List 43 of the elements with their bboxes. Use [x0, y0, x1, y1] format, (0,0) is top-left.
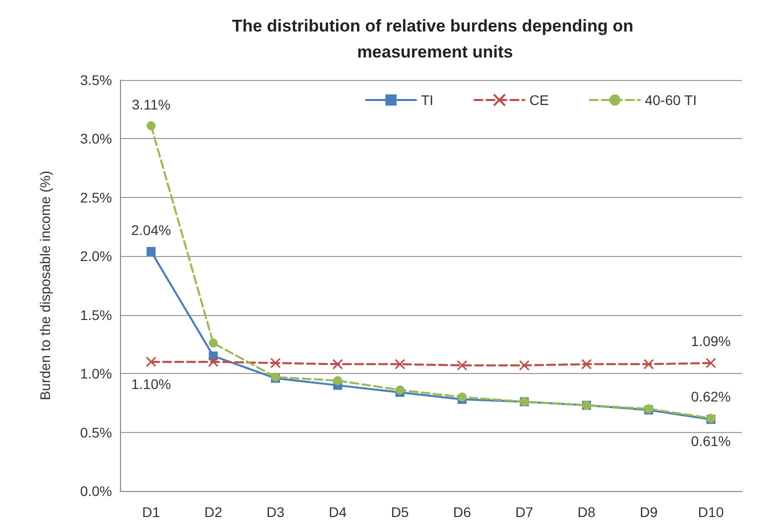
- y-tick-label: 1.0%: [80, 366, 112, 382]
- point: [394, 358, 406, 370]
- y-tick-label: 3.0%: [80, 130, 112, 147]
- y-tick-label: 1.5%: [80, 306, 112, 323]
- point: [208, 356, 219, 368]
- point: [332, 358, 343, 370]
- legend-label: 40-60 TI: [644, 92, 697, 108]
- data-label: 0.62%: [691, 388, 731, 405]
- y-tick-label: 3.5%: [80, 72, 112, 88]
- point: [333, 376, 342, 386]
- point: [706, 358, 716, 368]
- data-label: 1.09%: [691, 332, 731, 349]
- y-tick-label: 2.0%: [80, 248, 112, 264]
- x-tick-label: D5: [390, 504, 410, 520]
- x-tick-label: D10: [698, 504, 724, 520]
- x-tick-label: D9: [640, 504, 658, 520]
- data-label: 2.04%: [131, 222, 171, 238]
- x-tick-label: D3: [266, 504, 285, 520]
- legend-label: TI: [420, 92, 434, 108]
- x-tick-label: D4: [328, 504, 347, 520]
- point: [643, 358, 654, 370]
- point: [146, 246, 156, 256]
- point: [146, 356, 156, 368]
- y-tick-label: 0.0%: [80, 483, 112, 499]
- x-tick-label: D7: [515, 504, 534, 520]
- x-tick-label: D6: [453, 504, 472, 520]
- data-label: 3.11%: [132, 96, 170, 112]
- data-label: 1.10%: [131, 376, 171, 392]
- data-label: 0.61%: [691, 432, 731, 449]
- point: [146, 121, 156, 130]
- y-tick-label: 2.5%: [80, 189, 112, 206]
- x-tick-label: D2: [204, 504, 222, 520]
- point: [519, 360, 530, 371]
- point: [208, 338, 218, 348]
- x-tick-label: D8: [578, 504, 596, 520]
- y-tick-label: 0.5%: [80, 424, 112, 440]
- legend-label: CE: [529, 92, 549, 108]
- point: [270, 358, 281, 368]
- point: [456, 360, 468, 371]
- point: [581, 358, 592, 370]
- chart-title: The distribution of relative burdens depending on measurement units: [232, 16, 638, 62]
- x-tick-label: D1: [142, 504, 160, 520]
- y-axis-title: Burden to the disposable income (%): [37, 170, 53, 400]
